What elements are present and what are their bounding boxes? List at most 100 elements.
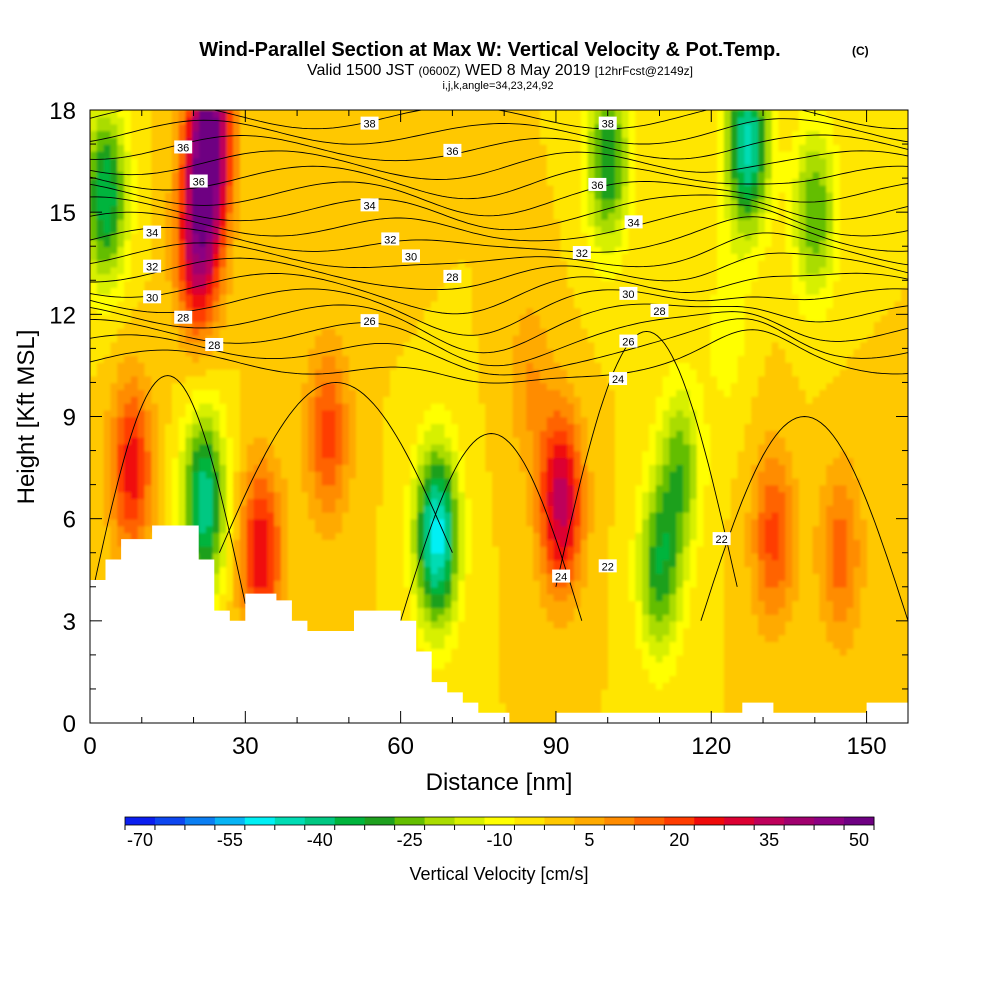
field-cell xyxy=(253,307,262,316)
field-cell xyxy=(267,266,275,275)
field-cell xyxy=(335,253,344,261)
field-cell xyxy=(383,470,391,479)
field-cell xyxy=(90,566,98,574)
field-cell xyxy=(444,648,453,656)
field-cell xyxy=(328,130,337,139)
field-cell xyxy=(178,205,187,213)
field-cell xyxy=(314,355,323,363)
field-cell xyxy=(342,600,350,609)
field-cell xyxy=(205,314,214,322)
field-cell xyxy=(369,144,378,152)
field-cell xyxy=(321,184,330,193)
field-cell xyxy=(424,545,432,554)
field-cell xyxy=(137,246,146,254)
field-cell xyxy=(314,396,323,404)
field-cell xyxy=(287,327,296,336)
field-cell xyxy=(219,157,228,166)
field-cell xyxy=(294,300,303,309)
field-cell xyxy=(267,389,275,397)
field-cell xyxy=(294,137,303,145)
field-cell xyxy=(253,423,262,431)
field-cell xyxy=(355,348,364,356)
field-cell xyxy=(308,191,316,200)
field-cell xyxy=(205,464,214,472)
field-cell xyxy=(205,273,214,282)
field-cell xyxy=(253,382,262,391)
field-cell xyxy=(239,552,248,561)
field-cell xyxy=(199,375,207,384)
field-cell xyxy=(301,314,309,322)
field-cell xyxy=(253,362,262,370)
field-cell xyxy=(246,334,255,343)
field-cell xyxy=(321,375,330,384)
field-cell xyxy=(301,116,309,125)
field-cell xyxy=(444,545,453,554)
field-cell xyxy=(130,430,139,438)
field-cell xyxy=(267,566,275,574)
field-cell xyxy=(328,614,337,622)
field-cell xyxy=(403,525,412,534)
field-cell xyxy=(362,225,371,234)
field-cell xyxy=(383,116,391,125)
field-cell xyxy=(90,436,98,445)
field-cell xyxy=(226,212,234,220)
field-cell xyxy=(362,518,371,527)
field-cell xyxy=(124,280,132,288)
field-cell xyxy=(253,225,262,234)
field-cell xyxy=(253,443,262,452)
field-cell xyxy=(274,586,282,595)
field-cell xyxy=(96,368,105,377)
field-cell xyxy=(253,573,262,581)
field-cell xyxy=(335,600,344,609)
field-cell xyxy=(424,287,432,295)
field-cell xyxy=(253,218,262,227)
field-cell xyxy=(130,409,139,418)
field-cell xyxy=(328,436,337,445)
field-cell xyxy=(417,191,425,200)
field-cell xyxy=(274,382,282,391)
field-cell xyxy=(383,423,391,431)
field-cell xyxy=(158,307,166,316)
field-cell xyxy=(335,423,344,431)
field-cell xyxy=(267,586,275,595)
field-cell xyxy=(287,314,296,322)
field-cell xyxy=(451,314,459,322)
field-cell xyxy=(205,505,214,513)
field-cell xyxy=(451,566,459,574)
field-cell xyxy=(430,477,439,486)
field-cell xyxy=(287,436,296,445)
field-cell xyxy=(205,287,214,295)
field-cell xyxy=(124,334,132,343)
field-cell xyxy=(403,532,412,540)
field-cell xyxy=(233,559,241,568)
field-cell xyxy=(355,464,364,472)
field-cell xyxy=(389,416,398,425)
field-cell xyxy=(246,525,255,534)
field-cell xyxy=(274,457,282,465)
field-cell xyxy=(335,110,344,118)
field-cell xyxy=(458,470,466,479)
field-cell xyxy=(274,239,282,248)
field-cell xyxy=(144,368,153,377)
field-cell xyxy=(164,355,173,363)
field-cell xyxy=(130,205,139,213)
field-cell xyxy=(417,470,425,479)
field-cell xyxy=(349,382,357,391)
field-cell xyxy=(314,525,323,534)
field-cell xyxy=(308,600,316,609)
field-cell xyxy=(274,525,282,534)
field-cell xyxy=(458,110,466,118)
field-cell xyxy=(205,184,214,193)
field-cell xyxy=(430,300,439,309)
field-cell xyxy=(253,430,262,438)
field-cell xyxy=(301,273,309,282)
field-cell xyxy=(144,150,153,159)
field-cell xyxy=(335,566,344,574)
field-cell xyxy=(246,559,255,568)
field-cell xyxy=(362,600,371,609)
field-cell xyxy=(253,477,262,486)
field-cell xyxy=(267,545,275,554)
field-cell xyxy=(301,470,309,479)
field-cell xyxy=(212,505,221,513)
field-cell xyxy=(233,396,241,404)
